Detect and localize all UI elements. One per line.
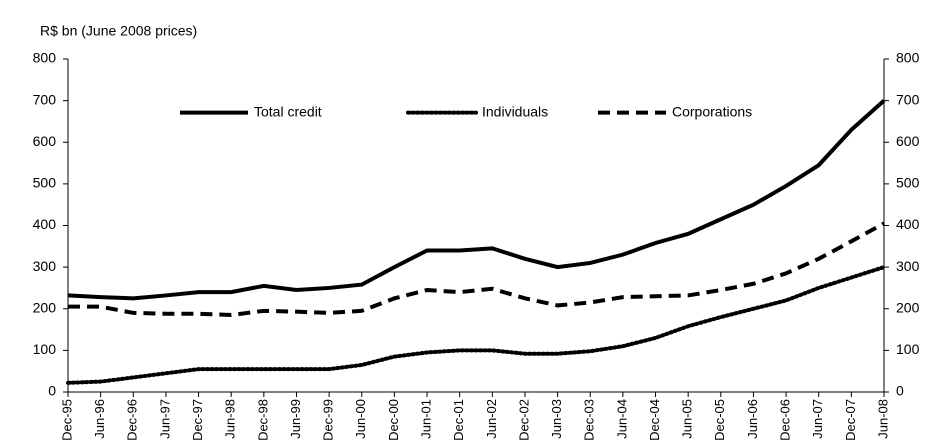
legend-label: Total credit	[254, 103, 322, 119]
y2-tick-label: 0	[896, 383, 904, 399]
x-tick-label: Dec-00	[386, 399, 401, 441]
x-tick-label: Dec-95	[59, 399, 74, 441]
y-tick-label: 600	[33, 133, 57, 149]
x-tick-label: Jun-01	[418, 399, 433, 439]
y2-tick-label: 600	[896, 133, 920, 149]
x-tick-label: Jun-05	[680, 399, 695, 439]
y-tick-label: 100	[33, 341, 57, 357]
line-series	[67, 99, 886, 301]
legend-label: Individuals	[482, 103, 548, 119]
y2-tick-label: 400	[896, 216, 920, 232]
x-tick-label: Jun-99	[288, 399, 303, 439]
x-tick-label: Jun-08	[875, 399, 890, 439]
x-tick-label: Jun-00	[353, 399, 368, 439]
x-tick-label: Dec-01	[451, 399, 466, 441]
x-tick-label: Dec-97	[190, 399, 205, 441]
x-tick-label: Dec-98	[255, 399, 270, 441]
y-tick-label: 700	[33, 91, 57, 107]
x-tick-label: Jun-98	[223, 399, 238, 439]
x-tick-label: Jun-04	[614, 399, 629, 439]
y-tick-label: 300	[33, 258, 57, 274]
x-tick-label: Dec-06	[778, 399, 793, 441]
line-series	[68, 221, 885, 317]
legend-label: Corporations	[672, 103, 752, 119]
y-tick-label: 0	[48, 383, 56, 399]
x-tick-label: Dec-07	[843, 399, 858, 441]
y2-tick-label: 500	[896, 175, 920, 191]
y-tick-label: 500	[33, 175, 57, 191]
x-tick-label: Dec-96	[125, 399, 140, 441]
y-tick-label: 800	[33, 50, 57, 66]
y-tick-label: 400	[33, 216, 57, 232]
y2-tick-label: 200	[896, 299, 920, 315]
y-axis-label: R$ bn (June 2008 prices)	[40, 23, 197, 39]
y2-tick-label: 800	[896, 50, 920, 66]
y2-tick-label: 700	[896, 91, 920, 107]
line-series	[66, 265, 886, 385]
y2-tick-label: 300	[896, 258, 920, 274]
y2-tick-label: 100	[896, 341, 920, 357]
x-tick-label: Jun-03	[549, 399, 564, 439]
x-tick-label: Jun-06	[745, 399, 760, 439]
x-tick-label: Jun-96	[92, 399, 107, 439]
x-tick-label: Dec-03	[582, 399, 597, 441]
y-tick-label: 200	[33, 299, 57, 315]
x-tick-label: Jun-97	[157, 399, 172, 439]
x-tick-label: Dec-04	[647, 399, 662, 441]
x-tick-label: Dec-99	[321, 399, 336, 441]
x-tick-label: Jun-02	[484, 399, 499, 439]
x-tick-label: Dec-05	[712, 399, 727, 441]
x-tick-label: Dec-02	[516, 399, 531, 441]
x-tick-label: Jun-07	[810, 399, 825, 439]
